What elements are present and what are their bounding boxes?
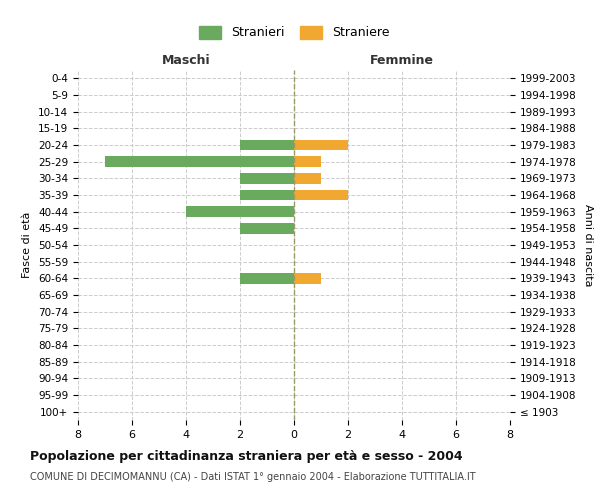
Bar (240, 273, 294, 284)
Bar (294, 140, 348, 150)
Bar (294, 173, 321, 184)
Bar (294, 273, 321, 284)
Legend: Stranieri, Straniere: Stranieri, Straniere (195, 22, 393, 43)
Bar (105, 156, 294, 167)
Y-axis label: Fasce di età: Fasce di età (22, 212, 32, 278)
Text: COMUNE DI DECIMOMANNU (CA) - Dati ISTAT 1° gennaio 2004 - Elaborazione TUTTITALI: COMUNE DI DECIMOMANNU (CA) - Dati ISTAT … (30, 472, 476, 482)
Text: Femmine: Femmine (370, 54, 434, 66)
Bar (240, 140, 294, 150)
Bar (240, 190, 294, 200)
Bar (240, 173, 294, 184)
Text: Maschi: Maschi (161, 54, 211, 66)
Y-axis label: Anni di nascita: Anni di nascita (583, 204, 593, 286)
Bar (186, 206, 294, 217)
Bar (294, 156, 321, 167)
Text: Popolazione per cittadinanza straniera per età e sesso - 2004: Popolazione per cittadinanza straniera p… (30, 450, 463, 463)
Bar (294, 190, 348, 200)
Bar (240, 223, 294, 234)
